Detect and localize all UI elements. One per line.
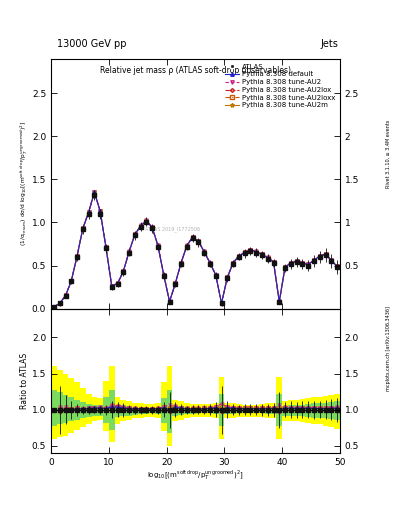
Text: Relative jet mass ρ (ATLAS soft-drop observables): Relative jet mass ρ (ATLAS soft-drop obs… bbox=[100, 67, 291, 75]
Text: 13000 GeV pp: 13000 GeV pp bbox=[57, 38, 127, 49]
Text: Jets: Jets bbox=[321, 38, 339, 49]
Text: mcplots.cern.ch [arXiv:1306.3436]: mcplots.cern.ch [arXiv:1306.3436] bbox=[386, 306, 391, 391]
Text: ATLAS 2019_I1772506: ATLAS 2019_I1772506 bbox=[145, 226, 200, 231]
Y-axis label: (1/σ$_{\rm resum}$) dσ/d log$_{10}$[(m$^{\rm soft\,drop}$/p$_T^{\rm ungroomed}$): (1/σ$_{\rm resum}$) dσ/d log$_{10}$[(m$^… bbox=[19, 121, 31, 246]
X-axis label: log$_{10}$[(m$^{\rm soft\,drop}$/p$_T^{\rm ungroomed}$)$^2$]: log$_{10}$[(m$^{\rm soft\,drop}$/p$_T^{\… bbox=[147, 468, 244, 482]
Y-axis label: Ratio to ATLAS: Ratio to ATLAS bbox=[20, 353, 29, 409]
Text: Rivet 3.1.10, ≥ 3.4M events: Rivet 3.1.10, ≥ 3.4M events bbox=[386, 119, 391, 188]
Legend: ATLAS, Pythia 8.308 default, Pythia 8.308 tune-AU2, Pythia 8.308 tune-AU2lox, Py: ATLAS, Pythia 8.308 default, Pythia 8.30… bbox=[224, 62, 336, 110]
